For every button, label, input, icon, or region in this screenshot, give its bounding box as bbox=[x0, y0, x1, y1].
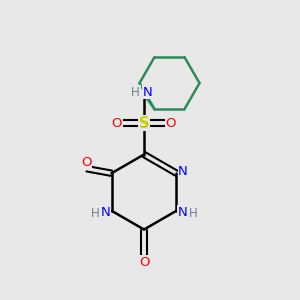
Text: O: O bbox=[166, 116, 176, 130]
Text: N: N bbox=[178, 206, 188, 219]
Text: N: N bbox=[143, 85, 152, 99]
Text: S: S bbox=[139, 116, 149, 130]
Text: H: H bbox=[91, 207, 99, 220]
Text: N: N bbox=[100, 206, 110, 219]
Text: N: N bbox=[178, 165, 188, 178]
Text: H: H bbox=[189, 207, 197, 220]
Text: O: O bbox=[139, 256, 149, 269]
Text: O: O bbox=[81, 156, 92, 169]
Text: H: H bbox=[131, 85, 140, 99]
Text: O: O bbox=[112, 116, 122, 130]
